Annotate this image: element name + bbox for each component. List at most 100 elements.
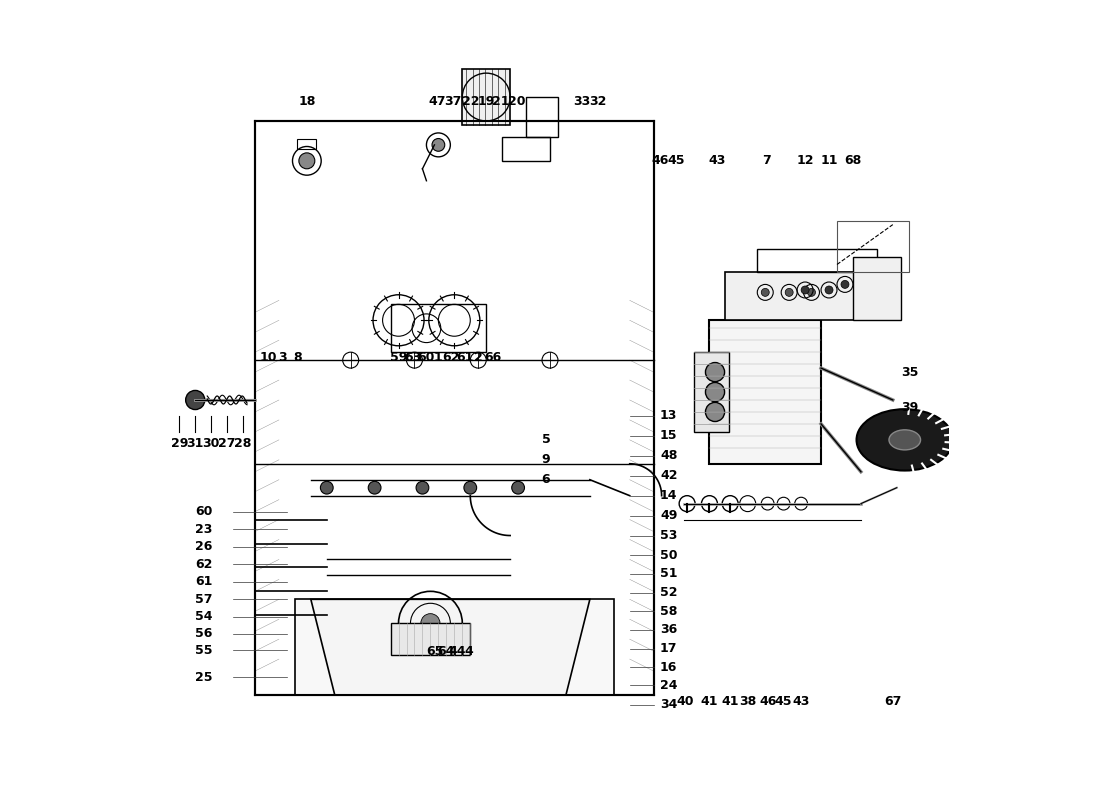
- Text: 8: 8: [293, 351, 301, 364]
- Text: 23: 23: [196, 522, 212, 536]
- Circle shape: [368, 482, 381, 494]
- Text: 37: 37: [444, 94, 461, 107]
- Text: 59: 59: [389, 351, 407, 364]
- Text: 60: 60: [418, 351, 436, 364]
- Text: 68: 68: [845, 154, 861, 167]
- Text: 9: 9: [541, 454, 550, 466]
- Ellipse shape: [889, 430, 921, 450]
- Text: 19: 19: [477, 94, 495, 107]
- Text: 17: 17: [660, 642, 678, 655]
- Text: 45: 45: [774, 695, 792, 708]
- Text: 46: 46: [651, 154, 669, 167]
- Text: 6: 6: [541, 474, 550, 486]
- Text: 12: 12: [796, 154, 814, 167]
- Circle shape: [705, 402, 725, 422]
- Circle shape: [842, 281, 849, 288]
- Text: 55: 55: [196, 644, 212, 657]
- Bar: [390, 304, 486, 352]
- Text: 11: 11: [821, 154, 838, 167]
- Text: 5: 5: [541, 434, 550, 446]
- Text: 63: 63: [405, 351, 421, 364]
- Text: 62: 62: [442, 351, 460, 364]
- Polygon shape: [311, 599, 590, 695]
- Text: 52: 52: [660, 586, 678, 599]
- Text: 38: 38: [739, 695, 757, 708]
- Text: 61: 61: [456, 351, 473, 364]
- Text: 66: 66: [484, 351, 502, 364]
- Circle shape: [512, 482, 525, 494]
- Text: 65: 65: [427, 645, 444, 658]
- Text: 60: 60: [196, 505, 212, 518]
- Text: 3: 3: [278, 351, 287, 364]
- Text: 61: 61: [196, 575, 212, 588]
- Text: 25: 25: [196, 671, 212, 684]
- Circle shape: [801, 286, 810, 294]
- Bar: [462, 69, 510, 125]
- Text: 44: 44: [449, 645, 466, 658]
- Text: 62: 62: [196, 558, 212, 570]
- Circle shape: [705, 362, 725, 382]
- Text: 10: 10: [260, 351, 277, 364]
- Text: 57: 57: [196, 593, 212, 606]
- Text: 39: 39: [901, 402, 918, 414]
- Text: 28: 28: [234, 438, 252, 450]
- Circle shape: [807, 288, 815, 296]
- Bar: [526, 97, 558, 137]
- Text: 41: 41: [722, 695, 739, 708]
- Text: 1: 1: [434, 351, 443, 364]
- Text: 46: 46: [759, 695, 777, 708]
- Bar: [503, 137, 550, 161]
- Text: 48: 48: [660, 450, 678, 462]
- Text: 14: 14: [660, 489, 678, 502]
- Circle shape: [432, 138, 444, 151]
- Text: 15: 15: [660, 430, 678, 442]
- Text: 16: 16: [660, 661, 678, 674]
- Text: 26: 26: [196, 540, 212, 553]
- Text: 49: 49: [660, 509, 678, 522]
- Text: 33: 33: [573, 94, 591, 107]
- Bar: [757, 249, 877, 273]
- Text: 2: 2: [474, 351, 483, 364]
- Text: 32: 32: [590, 94, 606, 107]
- Text: 41: 41: [701, 695, 718, 708]
- Text: 58: 58: [660, 605, 678, 618]
- Text: 47: 47: [428, 94, 446, 107]
- Circle shape: [421, 614, 440, 633]
- Text: 43: 43: [792, 695, 810, 708]
- Text: 35: 35: [901, 366, 918, 378]
- Text: 4: 4: [464, 645, 473, 658]
- Text: 67: 67: [884, 695, 902, 708]
- Circle shape: [320, 482, 333, 494]
- Text: 21: 21: [492, 94, 509, 107]
- Bar: [725, 273, 884, 320]
- Text: 24: 24: [660, 679, 678, 692]
- Circle shape: [785, 288, 793, 296]
- Text: 29: 29: [170, 438, 188, 450]
- Circle shape: [705, 382, 725, 402]
- Text: 18: 18: [298, 94, 316, 107]
- Text: 54: 54: [196, 610, 212, 623]
- Text: 22: 22: [462, 94, 478, 107]
- Bar: [295, 599, 614, 695]
- Text: 40: 40: [676, 695, 694, 708]
- Text: 30: 30: [202, 438, 220, 450]
- Circle shape: [464, 482, 476, 494]
- Text: 50: 50: [660, 549, 678, 562]
- Text: 56: 56: [196, 627, 212, 640]
- Text: 20: 20: [508, 94, 526, 107]
- Bar: [837, 221, 909, 273]
- Ellipse shape: [857, 409, 953, 470]
- Text: 31: 31: [187, 438, 204, 450]
- Text: 45: 45: [668, 154, 684, 167]
- Circle shape: [186, 390, 205, 410]
- Text: 51: 51: [660, 567, 678, 580]
- Text: 43: 43: [708, 154, 726, 167]
- Circle shape: [825, 286, 833, 294]
- Circle shape: [416, 482, 429, 494]
- Circle shape: [299, 153, 315, 169]
- Text: 34: 34: [660, 698, 678, 711]
- Circle shape: [761, 288, 769, 296]
- Text: 27: 27: [219, 438, 235, 450]
- Text: 53: 53: [660, 529, 678, 542]
- Text: 13: 13: [660, 410, 678, 422]
